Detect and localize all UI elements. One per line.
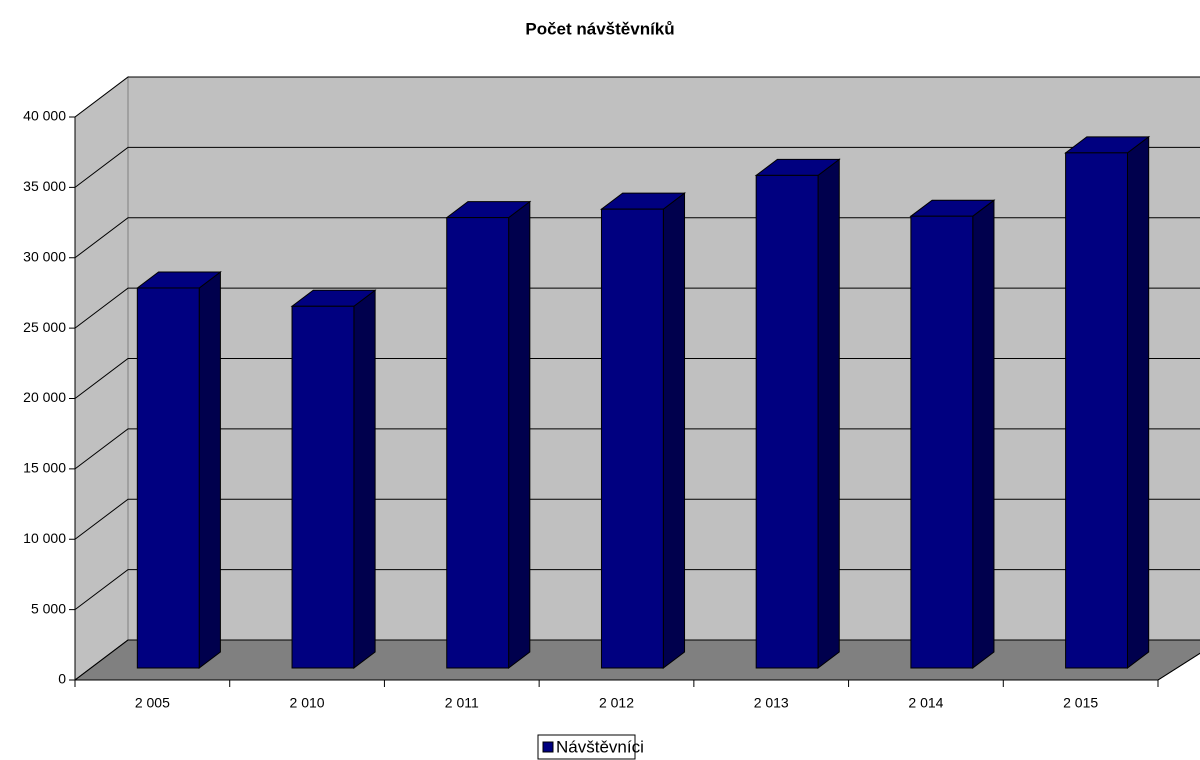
bar-side (353, 289, 376, 670)
bar-side (817, 158, 840, 670)
y-tick-label: 15 000 (23, 460, 66, 476)
x-tick-label: 2 005 (135, 695, 170, 711)
grid-line (74, 428, 1200, 470)
bar (291, 305, 355, 669)
x-tick-label: 2 010 (290, 695, 325, 711)
bar-side (972, 199, 995, 670)
legend-swatch (542, 741, 554, 753)
y-tick-label: 5 000 (31, 600, 66, 616)
y-tick-label: 40 000 (23, 108, 66, 124)
bar-side (198, 270, 221, 670)
grid-line (74, 217, 1200, 259)
y-tick-label: 35 000 (23, 178, 66, 194)
bar-side (508, 200, 531, 670)
x-tick-label: 2 014 (908, 695, 943, 711)
bar (600, 208, 664, 669)
grid-line (74, 358, 1200, 399)
grid-line (74, 498, 1200, 540)
grid-line (74, 639, 1200, 681)
bar (1065, 152, 1128, 669)
grid-line (74, 146, 1200, 188)
y-tick-label: 20 000 (23, 389, 66, 405)
y-tick-label: 25 000 (23, 319, 66, 335)
y-tick-label: 0 (58, 671, 66, 687)
x-tick-label: 2 015 (1063, 695, 1098, 711)
x-tick-label: 2 011 (445, 695, 479, 711)
bar (910, 215, 974, 669)
legend-box (537, 734, 636, 760)
bar-side (1126, 135, 1150, 670)
legend-label: Návštěvníci (556, 737, 644, 756)
bar (446, 217, 510, 669)
grid-line (74, 76, 1200, 118)
x-tick-label: 2 012 (599, 695, 634, 711)
grid-line (74, 569, 1200, 611)
chart-title: Počet návštěvníků (525, 19, 674, 38)
y-tick-label: 10 000 (23, 530, 66, 546)
bar (755, 174, 819, 669)
bar-side (662, 192, 686, 670)
y-tick-label: 30 000 (23, 248, 66, 264)
x-tick-label: 2 013 (754, 695, 789, 711)
grid-line (74, 287, 1200, 329)
bar (136, 287, 200, 669)
x-axis-edge (1157, 652, 1200, 681)
